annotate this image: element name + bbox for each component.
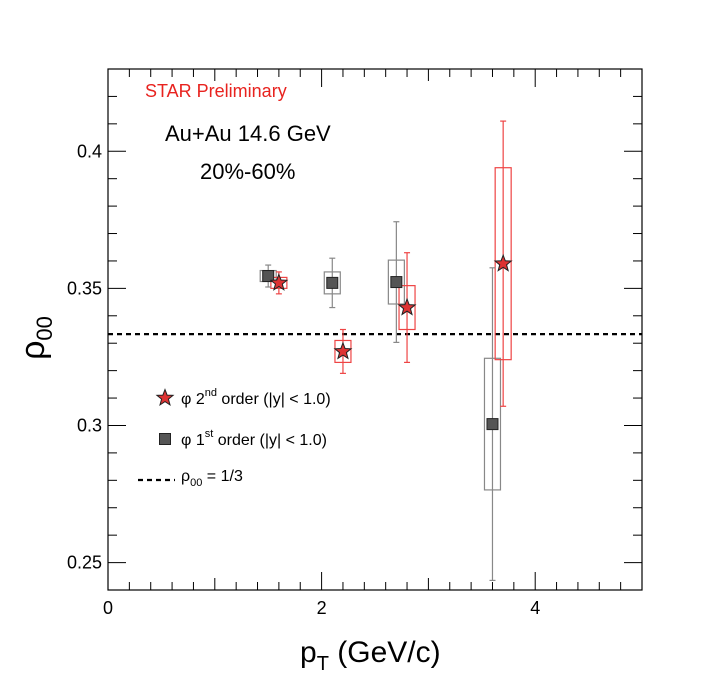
- phi-1st-order-marker: [390, 276, 403, 289]
- legend-marker-phi-1st-order: [159, 433, 171, 445]
- legend-ref-sub: 00: [190, 477, 202, 489]
- y-tick-label: 0.3: [77, 415, 102, 435]
- system-label: Au+Au 14.6 GeV: [165, 121, 331, 146]
- legend-label-reference-line: ρ00 = 1/3: [181, 468, 243, 489]
- legend-ref-base: ρ: [181, 468, 190, 485]
- phi-1st-order-marker: [486, 418, 499, 431]
- phi-1st-order-marker: [262, 270, 275, 283]
- plot-frame: [107, 68, 643, 591]
- phi-1st-order-marker: [326, 276, 339, 289]
- x-tick-label: 4: [530, 598, 540, 618]
- y-axis-label: ρ00: [14, 316, 57, 360]
- legend: φ 2nd order (|y| < 1.0)φ 1st order (|y| …: [138, 387, 331, 489]
- legend-label-sup: nd: [205, 387, 217, 399]
- legend-label-phi-1st-order: φ 1st order (|y| < 1.0): [181, 428, 327, 449]
- phi-2nd-order-marker: [333, 341, 353, 360]
- legend-marker-phi-2nd-order: [155, 388, 175, 407]
- x-axis-label: pT (GeV/c): [300, 636, 441, 675]
- y-axis-label-sub: 00: [32, 316, 57, 340]
- phi-2nd-order-marker: [493, 253, 513, 272]
- y-tick-label: 0.35: [67, 278, 102, 298]
- legend-label-rest: order (|y| < 1.0): [217, 391, 331, 408]
- phi-2nd-order-marker: [397, 297, 417, 316]
- x-axis-label-sub: T: [317, 653, 329, 675]
- x-axis-label-base: p: [300, 636, 317, 669]
- x-tick-label: 2: [317, 598, 327, 618]
- x-axis-label-rest: (GeV/c): [329, 636, 441, 669]
- x-tick-label: 0: [103, 598, 113, 618]
- legend-label-rest: order (|y| < 1.0): [213, 432, 327, 449]
- legend-ref-rest: = 1/3: [202, 468, 243, 485]
- phi-2nd-order-marker: [269, 272, 289, 291]
- y-axis-label-base: ρ: [14, 341, 52, 360]
- y-tick-label: 0.25: [67, 553, 102, 573]
- legend-label-prefix: φ 2: [181, 391, 205, 408]
- centrality-label: 20%-60%: [200, 159, 295, 184]
- y-tick-label: 0.4: [77, 141, 102, 161]
- legend-label-prefix: φ 1: [181, 432, 205, 449]
- experiment-label: STAR Preliminary: [145, 81, 287, 101]
- legend-label-sup: st: [205, 428, 214, 440]
- legend-label-phi-2nd-order: φ 2nd order (|y| < 1.0): [181, 387, 331, 408]
